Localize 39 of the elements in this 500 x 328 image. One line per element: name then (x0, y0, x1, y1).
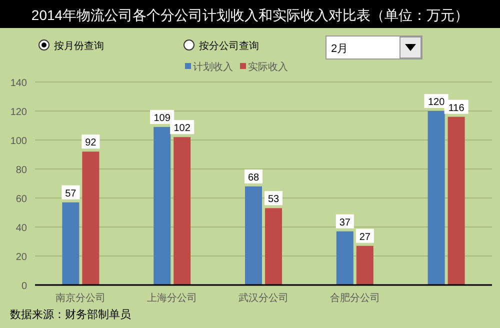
x-tick-label: 合肥分公司 (330, 292, 380, 304)
bar (82, 152, 100, 285)
source-note: 数据来源：财务部制单员 (10, 308, 131, 321)
bar (265, 208, 282, 285)
bar (448, 116, 465, 285)
x-tick-label: 上海分公司 (147, 292, 198, 304)
bar (356, 246, 374, 285)
y-tick-label: 0 (21, 281, 28, 292)
data-label: 116 (448, 102, 465, 114)
bar (174, 137, 191, 285)
bar (336, 231, 354, 285)
y-tick-label: 140 (10, 78, 28, 89)
data-label: 102 (174, 123, 191, 134)
y-tick-label: 80 (16, 165, 28, 176)
data-label: 68 (248, 172, 260, 184)
data-label: 37 (339, 217, 351, 228)
x-tick-label: 武汉分公司 (238, 292, 288, 304)
bar (428, 111, 445, 285)
y-tick-label: 20 (16, 252, 28, 263)
data-label: 109 (154, 112, 171, 124)
bar (245, 186, 262, 285)
y-tick-label: 100 (10, 136, 28, 147)
legend-label: 实际收入 (248, 61, 288, 73)
legend-label: 计划收入 (193, 61, 233, 73)
text: 按月份查询 (54, 40, 104, 52)
text: 2月 (331, 43, 348, 55)
text: 按分公司查询 (199, 40, 259, 52)
data-label: 57 (65, 188, 77, 200)
data-label: 27 (359, 232, 371, 243)
x-tick-label: 南京分公司 (56, 292, 106, 304)
bar (154, 126, 171, 285)
y-tick-label: 60 (16, 194, 28, 205)
y-tick-label: 120 (10, 107, 28, 118)
bar (62, 202, 80, 285)
y-tick-label: 40 (16, 223, 28, 234)
data-label: 53 (268, 194, 280, 206)
data-label: 92 (85, 138, 97, 149)
data-label: 120 (428, 97, 446, 108)
chart-title: 2014年物流公司各个分公司计划收入和实际收入对比表（单位：万元） (31, 7, 469, 23)
